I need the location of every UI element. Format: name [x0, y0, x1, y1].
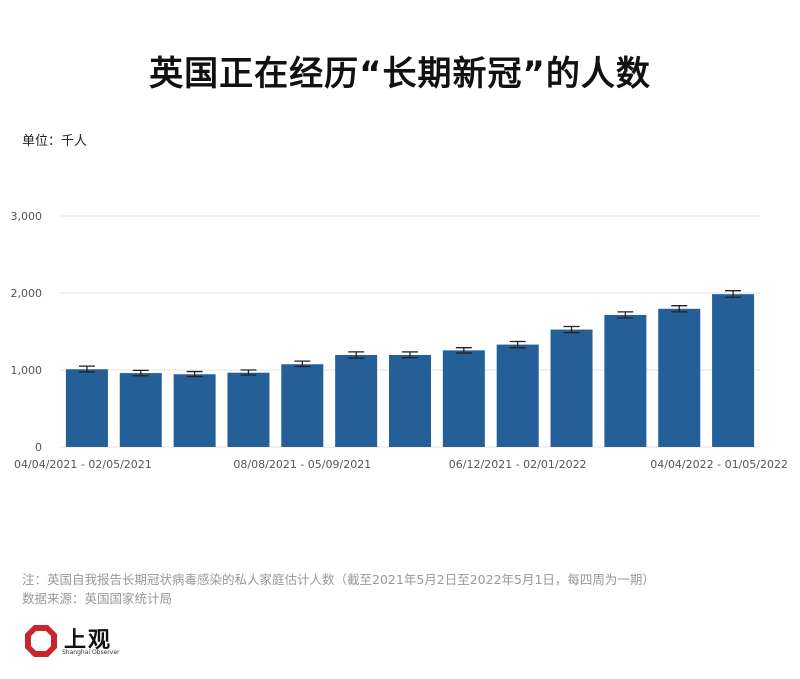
bar [604, 314, 647, 447]
error-bar [725, 290, 742, 298]
bar [496, 344, 539, 447]
error-bars [78, 290, 742, 378]
data-source: 数据来源：英国国家统计局 [22, 591, 173, 606]
x-tick-label: 04/04/2021 - 02/05/2021 [14, 458, 152, 471]
error-bar [563, 325, 580, 334]
unit-label: 单位：千人 [22, 134, 88, 149]
error-bar [294, 360, 311, 368]
error-bar [186, 370, 203, 378]
error-bar [78, 365, 95, 373]
y-axis-ticks: 0 1,000 2,000 3,000 [11, 210, 43, 454]
bar [119, 373, 162, 447]
x-tick-label: 04/04/2022 - 01/05/2022 [650, 458, 788, 471]
bar [173, 374, 216, 447]
error-bar [132, 369, 149, 377]
error-bar [348, 351, 365, 359]
bar [389, 354, 431, 447]
shanghai-observer-logo: 上观 Shanghai Observer [24, 622, 144, 662]
bar [281, 364, 324, 447]
error-bar [617, 311, 634, 319]
x-axis-ticks: 04/04/2021 - 02/05/2021 08/08/2021 - 05/0… [14, 458, 788, 471]
error-bar [455, 347, 472, 354]
bar-chart: 0 1,000 2,000 3,000 04/04/2021 - 02/05/2021… [11, 210, 789, 471]
bars [65, 294, 755, 447]
chart-title: 英国正在经历“长期新冠”的人数 [149, 54, 651, 94]
bar [658, 308, 701, 447]
logo-mark-icon [25, 625, 57, 657]
y-tick-label: 1,000 [11, 364, 43, 377]
logo-subtitle: Shanghai Observer [62, 649, 120, 656]
logo-name: 上观 [64, 628, 113, 653]
y-tick-label: 0 [35, 441, 42, 454]
bar [335, 354, 378, 447]
error-bar [240, 369, 257, 376]
bar [550, 329, 593, 447]
error-bar [509, 340, 526, 349]
x-tick-label: 08/08/2021 - 05/09/2021 [233, 458, 371, 471]
chart-note: 注：英国自我报告长期冠状病毒感染的私人家庭估计人数（截至2021年5月2日至20… [22, 572, 655, 587]
bar [442, 350, 485, 447]
y-tick-label: 3,000 [11, 210, 43, 223]
bar [65, 369, 108, 447]
error-bar [402, 351, 418, 359]
error-bar [671, 305, 688, 313]
y-tick-label: 2,000 [11, 287, 43, 300]
bar [227, 372, 270, 447]
x-tick-label: 06/12/2021 - 02/01/2022 [449, 458, 587, 471]
bar [712, 294, 755, 447]
